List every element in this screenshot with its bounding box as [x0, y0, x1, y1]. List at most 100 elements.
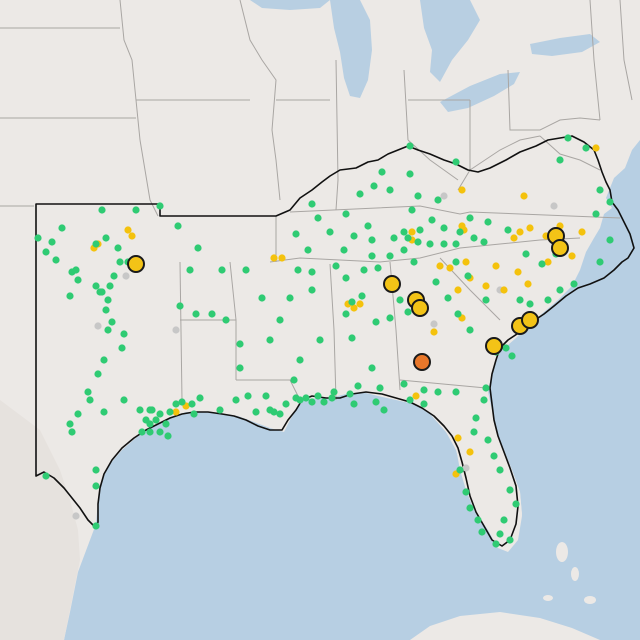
yellow-dot[interactable]	[436, 262, 444, 270]
green-dot[interactable]	[452, 158, 460, 166]
green-dot[interactable]	[378, 168, 386, 176]
green-dot[interactable]	[358, 292, 366, 300]
green-dot[interactable]	[92, 466, 100, 474]
green-dot[interactable]	[314, 392, 322, 400]
yellow-dot[interactable]	[510, 234, 518, 242]
green-dot[interactable]	[270, 408, 278, 416]
green-dot[interactable]	[570, 280, 578, 288]
yellow-dot[interactable]	[592, 144, 600, 152]
green-dot[interactable]	[508, 352, 516, 360]
yellow-dot[interactable]	[458, 186, 466, 194]
green-dot[interactable]	[506, 486, 514, 494]
green-dot[interactable]	[86, 396, 94, 404]
green-dot[interactable]	[368, 364, 376, 372]
green-dot[interactable]	[72, 266, 80, 274]
green-dot[interactable]	[196, 394, 204, 402]
green-dot[interactable]	[314, 214, 322, 222]
green-dot[interactable]	[92, 522, 100, 530]
green-dot[interactable]	[100, 356, 108, 364]
green-dot[interactable]	[74, 276, 82, 284]
green-dot[interactable]	[216, 406, 224, 414]
yellow-marker[interactable]	[551, 239, 569, 257]
green-dot[interactable]	[104, 326, 112, 334]
green-dot[interactable]	[294, 266, 302, 274]
green-dot[interactable]	[58, 224, 66, 232]
green-dot[interactable]	[120, 396, 128, 404]
green-dot[interactable]	[208, 310, 216, 318]
green-dot[interactable]	[66, 292, 74, 300]
green-dot[interactable]	[472, 414, 480, 422]
gray-dot[interactable]	[430, 320, 438, 328]
green-dot[interactable]	[470, 428, 478, 436]
yellow-dot[interactable]	[270, 254, 278, 262]
green-dot[interactable]	[68, 428, 76, 436]
green-dot[interactable]	[452, 240, 460, 248]
green-dot[interactable]	[556, 286, 564, 294]
green-dot[interactable]	[350, 400, 358, 408]
green-dot[interactable]	[444, 294, 452, 302]
green-dot[interactable]	[292, 230, 300, 238]
green-dot[interactable]	[504, 226, 512, 234]
green-dot[interactable]	[192, 310, 200, 318]
green-dot[interactable]	[92, 482, 100, 490]
yellow-dot[interactable]	[350, 304, 358, 312]
green-dot[interactable]	[102, 234, 110, 242]
green-dot[interactable]	[440, 240, 448, 248]
green-dot[interactable]	[368, 236, 376, 244]
green-dot[interactable]	[516, 296, 524, 304]
yellow-marker[interactable]	[521, 311, 539, 329]
green-dot[interactable]	[592, 210, 600, 218]
green-dot[interactable]	[480, 238, 488, 246]
green-dot[interactable]	[190, 410, 198, 418]
yellow-dot[interactable]	[454, 434, 462, 442]
green-dot[interactable]	[108, 318, 116, 326]
yellow-dot[interactable]	[524, 280, 532, 288]
green-dot[interactable]	[400, 228, 408, 236]
green-dot[interactable]	[42, 248, 50, 256]
green-dot[interactable]	[244, 392, 252, 400]
green-dot[interactable]	[506, 536, 514, 544]
green-dot[interactable]	[174, 222, 182, 230]
gray-dot[interactable]	[462, 464, 470, 472]
green-dot[interactable]	[242, 266, 250, 274]
green-dot[interactable]	[308, 200, 316, 208]
green-dot[interactable]	[52, 256, 60, 264]
green-dot[interactable]	[484, 436, 492, 444]
green-dot[interactable]	[354, 382, 362, 390]
green-dot[interactable]	[252, 408, 260, 416]
green-dot[interactable]	[342, 210, 350, 218]
green-dot[interactable]	[176, 302, 184, 310]
green-dot[interactable]	[156, 428, 164, 436]
yellow-dot[interactable]	[520, 192, 528, 200]
green-dot[interactable]	[420, 400, 428, 408]
yellow-dot[interactable]	[430, 328, 438, 336]
green-dot[interactable]	[96, 288, 104, 296]
yellow-dot[interactable]	[408, 228, 416, 236]
green-dot[interactable]	[396, 296, 404, 304]
green-dot[interactable]	[152, 416, 160, 424]
green-dot[interactable]	[466, 214, 474, 222]
green-dot[interactable]	[116, 258, 124, 266]
green-dot[interactable]	[308, 286, 316, 294]
green-dot[interactable]	[466, 326, 474, 334]
green-dot[interactable]	[452, 388, 460, 396]
green-dot[interactable]	[386, 314, 394, 322]
green-dot[interactable]	[470, 234, 478, 242]
green-dot[interactable]	[596, 258, 604, 266]
green-dot[interactable]	[490, 452, 498, 460]
yellow-dot[interactable]	[500, 286, 508, 294]
green-dot[interactable]	[104, 296, 112, 304]
green-dot[interactable]	[596, 186, 604, 194]
green-dot[interactable]	[328, 394, 336, 402]
green-dot[interactable]	[400, 246, 408, 254]
green-dot[interactable]	[410, 258, 418, 266]
green-dot[interactable]	[404, 308, 412, 316]
green-dot[interactable]	[390, 234, 398, 242]
green-dot[interactable]	[372, 398, 380, 406]
green-dot[interactable]	[162, 420, 170, 428]
green-dot[interactable]	[146, 420, 154, 428]
green-dot[interactable]	[582, 144, 590, 152]
gray-dot[interactable]	[94, 322, 102, 330]
